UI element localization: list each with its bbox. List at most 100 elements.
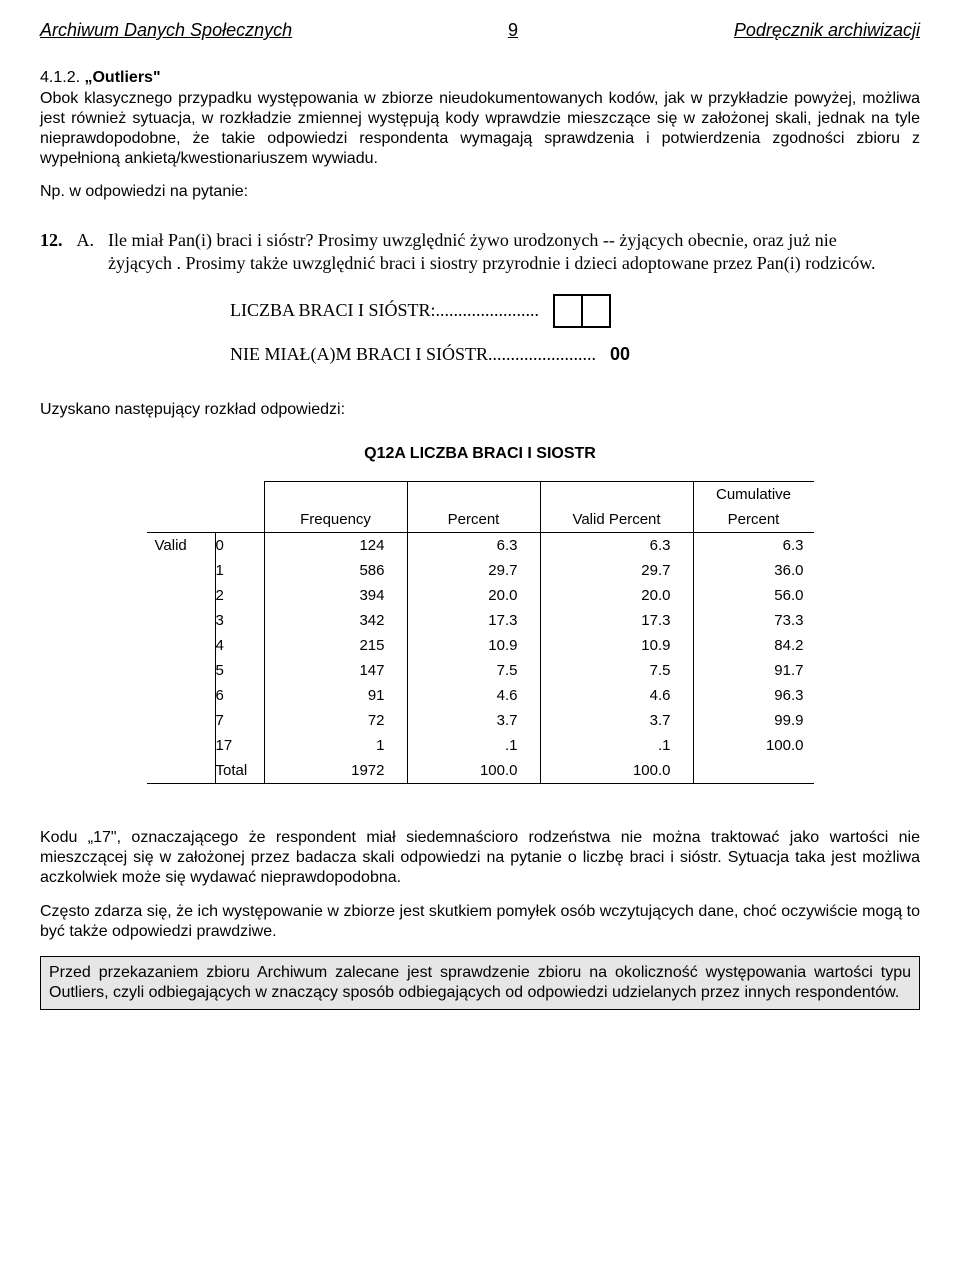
row-percent: 3.7 xyxy=(407,708,540,733)
row-category: 5 xyxy=(215,658,264,683)
row-category: 7 xyxy=(215,708,264,733)
table-row: 6914.64.696.3 xyxy=(147,683,814,708)
row-valid-label xyxy=(147,683,216,708)
table-row: 158629.729.736.0 xyxy=(147,558,814,583)
row-valid-label xyxy=(147,758,216,784)
count-box-2 xyxy=(583,296,609,326)
question-block: 12. A. Ile miał Pan(i) braci i sióstr? P… xyxy=(40,229,920,276)
row-valid-label xyxy=(147,658,216,683)
row-valid-percent: 3.7 xyxy=(540,708,693,733)
table-row: 334217.317.373.3 xyxy=(147,608,814,633)
row-category: 6 xyxy=(215,683,264,708)
row-cumulative-percent: 99.9 xyxy=(693,708,814,733)
row-cumulative-percent: 6.3 xyxy=(693,532,814,558)
count-box-1 xyxy=(555,296,583,326)
row-valid-label xyxy=(147,633,216,658)
row-cumulative-percent: 56.0 xyxy=(693,583,814,608)
row-category: 3 xyxy=(215,608,264,633)
row-percent: 100.0 xyxy=(407,758,540,784)
row-frequency: 215 xyxy=(264,633,407,658)
row-category: 2 xyxy=(215,583,264,608)
table-row: 171.1.1100.0 xyxy=(147,733,814,758)
header-page-number: 9 xyxy=(508,20,518,41)
row-valid-percent: 7.5 xyxy=(540,658,693,683)
row-valid-label xyxy=(147,583,216,608)
page: Archiwum Danych Społecznych 9 Podręcznik… xyxy=(0,0,960,1050)
footer-para-1: Kodu „17", oznaczającego że respondent m… xyxy=(40,828,920,888)
row-category: Total xyxy=(215,758,264,784)
row-valid-label: Valid xyxy=(147,532,216,558)
row-cumulative-percent: 96.3 xyxy=(693,683,814,708)
row-category: 1 xyxy=(215,558,264,583)
row-valid-percent: 100.0 xyxy=(540,758,693,784)
row-cumulative-percent: 91.7 xyxy=(693,658,814,683)
row-percent: 17.3 xyxy=(407,608,540,633)
row-frequency: 1 xyxy=(264,733,407,758)
question-number: 12. xyxy=(40,229,63,276)
frequency-table-wrap: Cumulative Frequency Percent Valid Perce… xyxy=(40,481,920,784)
table-title: Q12A LICZBA BRACI I SIOSTR xyxy=(40,445,920,463)
row-frequency: 72 xyxy=(264,708,407,733)
row-percent: 20.0 xyxy=(407,583,540,608)
distribution-intro: Uzyskano następujący rozkład odpowiedzi: xyxy=(40,401,920,419)
row-percent: 4.6 xyxy=(407,683,540,708)
row-frequency: 342 xyxy=(264,608,407,633)
none-label: NIE MIAŁ(A)M BRACI I SIÓSTR.............… xyxy=(230,344,596,365)
row-cumulative-percent: 100.0 xyxy=(693,733,814,758)
footer-para-2: Często zdarza się, że ich występowanie w… xyxy=(40,902,920,942)
none-code: 00 xyxy=(610,344,630,365)
header-right: Podręcznik archiwizacji xyxy=(734,20,920,41)
table-row: 239420.020.056.0 xyxy=(147,583,814,608)
row-percent: 10.9 xyxy=(407,633,540,658)
row-percent: 6.3 xyxy=(407,532,540,558)
frequency-table: Cumulative Frequency Percent Valid Perce… xyxy=(147,481,814,784)
table-row: 7723.73.799.9 xyxy=(147,708,814,733)
col-cumulative-top: Cumulative xyxy=(693,481,814,507)
page-header: Archiwum Danych Społecznych 9 Podręcznik… xyxy=(40,20,920,41)
row-category: 0 xyxy=(215,532,264,558)
col-percent: Percent xyxy=(407,507,540,533)
row-valid-percent: 4.6 xyxy=(540,683,693,708)
row-valid-label xyxy=(147,708,216,733)
header-left: Archiwum Danych Społecznych xyxy=(40,20,292,41)
col-frequency: Frequency xyxy=(264,507,407,533)
row-cumulative-percent: 73.3 xyxy=(693,608,814,633)
row-cumulative-percent: 84.2 xyxy=(693,633,814,658)
row-valid-percent: 20.0 xyxy=(540,583,693,608)
example-intro: Np. w odpowiedzi na pytanie: xyxy=(40,183,920,201)
section-number: 4.1.2. xyxy=(40,69,80,86)
row-valid-label xyxy=(147,558,216,583)
question-letter: A. xyxy=(77,229,95,276)
section-body: Obok klasycznego przypadku występowania … xyxy=(40,89,920,169)
row-cumulative-percent: 36.0 xyxy=(693,558,814,583)
none-line: NIE MIAŁ(A)M BRACI I SIÓSTR.............… xyxy=(230,344,920,365)
row-category: 17 xyxy=(215,733,264,758)
row-valid-percent: 10.9 xyxy=(540,633,693,658)
row-percent: 7.5 xyxy=(407,658,540,683)
table-row: 421510.910.984.2 xyxy=(147,633,814,658)
row-percent: 29.7 xyxy=(407,558,540,583)
row-frequency: 586 xyxy=(264,558,407,583)
callout-box: Przed przekazaniem zbioru Archiwum zalec… xyxy=(40,956,920,1010)
table-row: Valid01246.36.36.3 xyxy=(147,532,814,558)
question-text: Ile miał Pan(i) braci i sióstr? Prosimy … xyxy=(108,229,880,276)
row-valid-percent: .1 xyxy=(540,733,693,758)
section-heading: 4.1.2. „Outliers" xyxy=(40,69,920,87)
col-valid-percent: Valid Percent xyxy=(540,507,693,533)
row-valid-label xyxy=(147,608,216,633)
row-valid-percent: 17.3 xyxy=(540,608,693,633)
count-line: LICZBA BRACI I SIÓSTR:..................… xyxy=(230,294,920,328)
row-frequency: 394 xyxy=(264,583,407,608)
row-frequency: 1972 xyxy=(264,758,407,784)
row-valid-label xyxy=(147,733,216,758)
table-row: 51477.57.591.7 xyxy=(147,658,814,683)
row-valid-percent: 29.7 xyxy=(540,558,693,583)
section-title: „Outliers" xyxy=(84,69,160,86)
row-category: 4 xyxy=(215,633,264,658)
count-boxes xyxy=(553,294,611,328)
row-frequency: 147 xyxy=(264,658,407,683)
row-frequency: 124 xyxy=(264,532,407,558)
row-cumulative-percent xyxy=(693,758,814,784)
col-cumulative-bottom: Percent xyxy=(693,507,814,533)
table-row: Total1972100.0100.0 xyxy=(147,758,814,784)
